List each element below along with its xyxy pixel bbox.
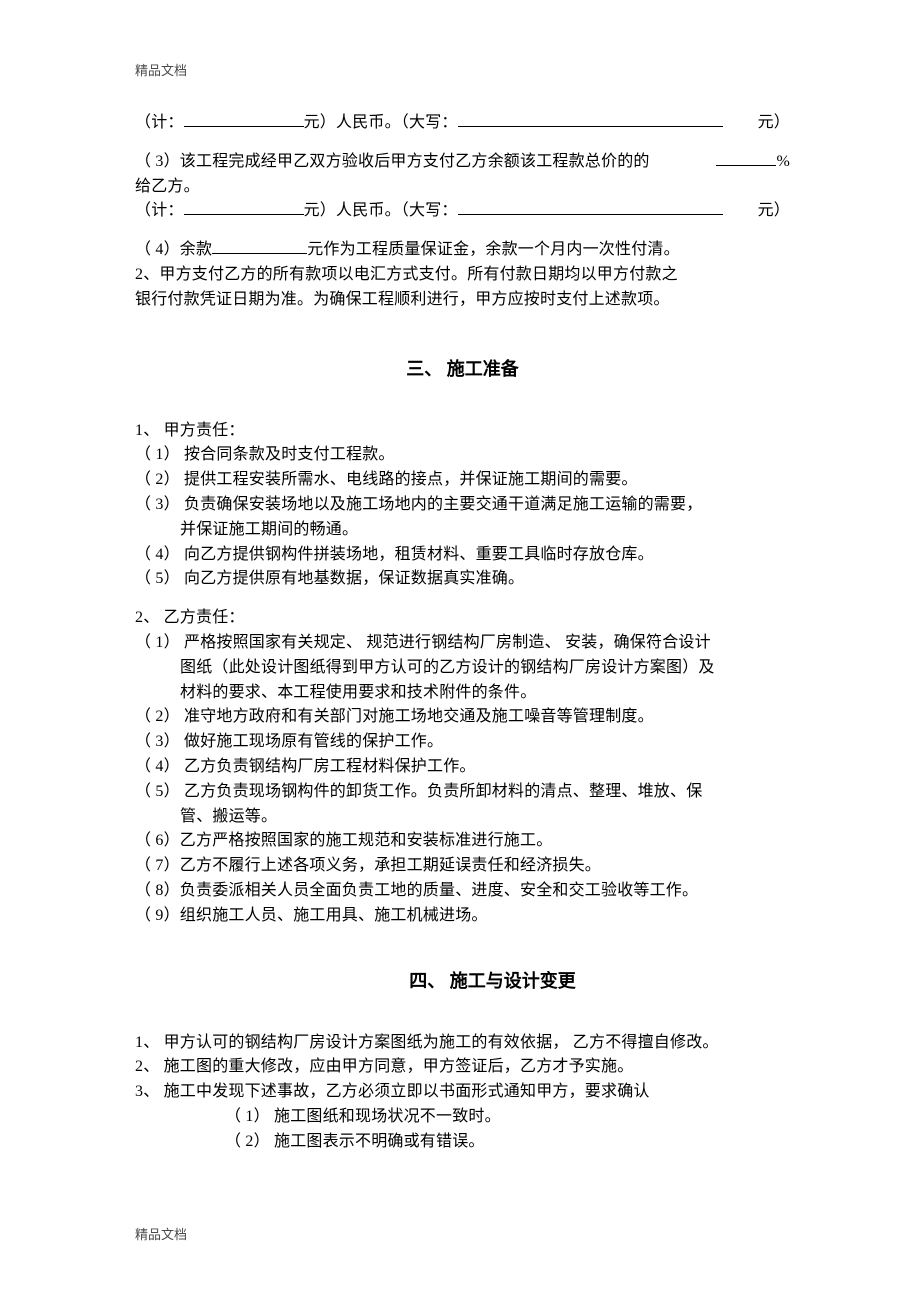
text-line: 给乙方。 xyxy=(135,175,790,200)
list-item: （ 5） 乙方负责现场钢构件的卸货工作。负责所卸材料的清点、整理、堆放、保 xyxy=(135,780,790,805)
text-segment: % xyxy=(716,150,790,175)
list-item: （ 1） 按合同条款及时支付工程款。 xyxy=(135,443,790,468)
list-item-cont: 并保证施工期间的畅通。 xyxy=(135,518,790,543)
blank-field xyxy=(184,214,304,215)
list-item: （ 5） 向乙方提供原有地基数据，保证数据真实准确。 xyxy=(135,567,790,592)
blank-field xyxy=(184,126,304,127)
list-item: （ 9）组织施工人员、施工用具、施工机械进场。 xyxy=(135,904,790,929)
party-b-heading: 2、 乙方责任： xyxy=(135,606,790,631)
blank-field xyxy=(212,253,307,254)
sub-list-item: （ 1） 施工图纸和现场状况不一致时。 xyxy=(135,1105,790,1130)
text-segment: 元） xyxy=(758,199,790,224)
clause-3-line: （ 3）该工程完成经甲乙双方验收后甲方支付乙方余额该工程款总价的的 % xyxy=(135,150,790,175)
list-item: 2、 施工图的重大修改，应由甲方同意，甲方签证后，乙方才予实施。 xyxy=(135,1055,790,1080)
list-item: （ 3） 负责确保安装场地以及施工场地内的主要交通干道满足施工运输的需要， xyxy=(135,493,790,518)
document-page: 精品文档 （计：元）人民币。（大写： 元） （ 3）该工程完成经甲乙双方验收后甲… xyxy=(0,0,920,1303)
sub-list-item: （ 2） 施工图表示不明确或有错误。 xyxy=(135,1130,790,1155)
list-item: （ 1） 严格按照国家有关规定、 规范进行钢结构厂房制造、 安装，确保符合设计 xyxy=(135,631,790,656)
amount-line-2: （计：元）人民币。（大写： 元） xyxy=(135,199,790,224)
blank-field xyxy=(458,214,723,215)
page-footer: 精品文档 xyxy=(135,1224,187,1243)
text-line: 2、甲方支付乙方的所有款项以电汇方式支付。所有付款日期均以甲方付款之 xyxy=(135,263,790,288)
list-item: 1、 甲方认可的钢结构厂房设计方案图纸为施工的有效依据， 乙方不得擅自修改。 xyxy=(135,1031,790,1056)
list-item-cont: 图纸（此处设计图纸得到甲方认可的乙方设计的钢结构厂房设计方案图）及 xyxy=(135,656,790,681)
text-segment: （计：元）人民币。（大写： xyxy=(135,111,723,136)
section-3-title: 三、 施工准备 xyxy=(135,355,790,381)
list-item: （ 4） 向乙方提供钢构件拼装场地，租赁材料、重要工具临时存放仓库。 xyxy=(135,543,790,568)
list-item-cont: 管、搬运等。 xyxy=(135,805,790,830)
list-item: 3、 施工中发现下述事故，乙方必须立即以书面形式通知甲方，要求确认 xyxy=(135,1080,790,1105)
clause-4-line: （ 4）余款元作为工程质量保证金，余款一个月内一次性付清。 xyxy=(135,238,790,263)
page-header: 精品文档 xyxy=(135,60,790,79)
blank-field xyxy=(716,165,776,166)
list-item: （ 2） 提供工程安装所需水、电线路的接点，并保证施工期间的需要。 xyxy=(135,468,790,493)
section-4-title: 四、 施工与设计变更 xyxy=(135,967,790,993)
amount-line-1: （计：元）人民币。（大写： 元） xyxy=(135,111,790,136)
list-item-cont: 材料的要求、本工程使用要求和技术附件的条件。 xyxy=(135,681,790,706)
text-segment: （ 3）该工程完成经甲乙双方验收后甲方支付乙方余额该工程款总价的的 xyxy=(135,150,650,175)
spacer xyxy=(135,224,790,238)
text-segment: （计：元）人民币。（大写： xyxy=(135,199,723,224)
list-item: （ 3） 做好施工现场原有管线的保护工作。 xyxy=(135,730,790,755)
party-a-heading: 1、 甲方责任： xyxy=(135,419,790,444)
spacer xyxy=(135,592,790,606)
text-line: 银行付款凭证日期为准。为确保工程顺利进行，甲方应按时支付上述款项。 xyxy=(135,288,790,313)
blank-field xyxy=(458,126,723,127)
list-item: （ 8）负责委派相关人员全面负责工地的质量、进度、安全和交工验收等工作。 xyxy=(135,879,790,904)
list-item: （ 6）乙方严格按照国家的施工规范和安装标准进行施工。 xyxy=(135,829,790,854)
list-item: （ 4） 乙方负责钢结构厂房工程材料保护工作。 xyxy=(135,755,790,780)
text-segment: 元） xyxy=(758,111,790,136)
spacer xyxy=(135,136,790,150)
list-item: （ 2） 准守地方政府和有关部门对施工场地交通及施工噪音等管理制度。 xyxy=(135,705,790,730)
list-item: （ 7）乙方不履行上述各项义务，承担工期延误责任和经济损失。 xyxy=(135,854,790,879)
